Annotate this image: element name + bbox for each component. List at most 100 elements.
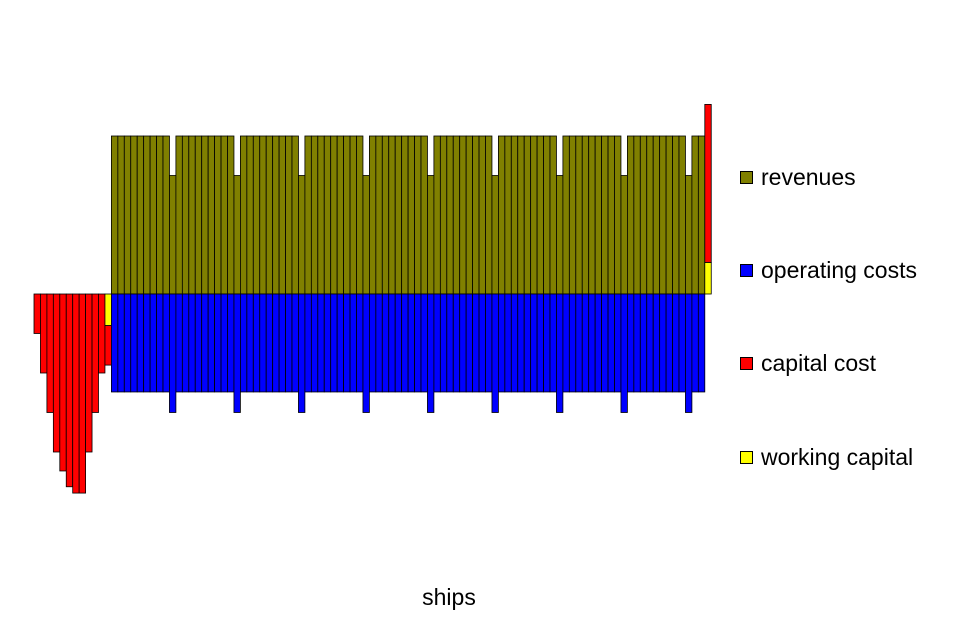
legend-swatch-capital-cost bbox=[740, 356, 753, 370]
bar-operating-costs bbox=[130, 293, 138, 393]
bar-operating-costs bbox=[407, 293, 415, 393]
bar-capital-cost bbox=[72, 293, 80, 494]
bar-operating-costs bbox=[298, 293, 306, 413]
bar-operating-costs bbox=[459, 293, 467, 393]
bar-revenues bbox=[214, 135, 222, 295]
bar-operating-costs bbox=[446, 293, 454, 393]
bar-operating-costs bbox=[201, 293, 209, 393]
bar-revenues bbox=[459, 135, 467, 295]
legend-label-revenues: revenues bbox=[761, 163, 856, 190]
bar-revenues bbox=[497, 135, 506, 295]
bar-operating-costs bbox=[252, 293, 261, 393]
bar-revenues bbox=[111, 135, 119, 295]
bar-operating-costs bbox=[427, 293, 435, 413]
bar-operating-costs bbox=[472, 293, 480, 393]
bar-revenues bbox=[556, 175, 564, 295]
bar-revenues bbox=[227, 135, 235, 295]
bar-operating-costs bbox=[317, 293, 325, 393]
bar-revenues bbox=[175, 135, 183, 295]
bar-revenues bbox=[349, 135, 357, 295]
bar-operating-costs bbox=[652, 293, 661, 393]
bar-operating-costs bbox=[491, 293, 499, 413]
bar-revenues bbox=[181, 135, 190, 295]
bar-revenues bbox=[568, 135, 577, 295]
bar-operating-costs bbox=[510, 293, 519, 393]
bar-operating-costs bbox=[220, 293, 228, 393]
bar-operating-costs bbox=[697, 293, 706, 393]
bar-revenues bbox=[169, 175, 177, 295]
bar-revenues bbox=[607, 135, 615, 295]
bar-operating-costs bbox=[691, 293, 699, 393]
bar-operating-costs bbox=[381, 293, 390, 393]
bar-revenues bbox=[646, 135, 654, 295]
bar-revenues bbox=[278, 135, 286, 295]
bar-operating-costs bbox=[659, 293, 667, 393]
bar-capital-cost bbox=[65, 293, 74, 488]
bar-revenues bbox=[156, 135, 164, 295]
bar-revenues bbox=[627, 135, 635, 295]
legend-swatch-working-capital bbox=[740, 450, 753, 464]
bar-operating-costs bbox=[665, 293, 673, 393]
bar-operating-costs bbox=[594, 293, 603, 393]
bar-revenues bbox=[375, 135, 383, 295]
bar-operating-costs bbox=[304, 293, 312, 393]
bar-operating-costs bbox=[414, 293, 422, 393]
legend-swatch-operating-costs bbox=[740, 263, 753, 277]
bar-capital-cost bbox=[704, 104, 712, 263]
bar-operating-costs bbox=[388, 293, 396, 393]
bar-revenues bbox=[672, 135, 680, 295]
bar-revenues bbox=[362, 175, 370, 295]
bar-operating-costs bbox=[310, 293, 319, 393]
bar-operating-costs bbox=[175, 293, 183, 393]
bar-revenues bbox=[162, 135, 170, 295]
legend-item-operating-costs: operating costs bbox=[740, 256, 917, 284]
bar-revenues bbox=[356, 135, 364, 295]
bar-operating-costs bbox=[497, 293, 506, 393]
bar-revenues bbox=[594, 135, 603, 295]
bar-revenues bbox=[298, 175, 306, 295]
bar-operating-costs bbox=[362, 293, 370, 413]
bar-operating-costs bbox=[523, 293, 532, 393]
bar-capital-cost bbox=[33, 293, 41, 334]
bar-revenues bbox=[536, 135, 544, 295]
bar-operating-costs bbox=[188, 293, 196, 393]
bar-revenues bbox=[517, 135, 525, 295]
bar-capital-cost bbox=[40, 293, 48, 374]
bar-revenues bbox=[272, 135, 280, 295]
bar-revenues bbox=[601, 135, 609, 295]
legend-item-revenues: revenues bbox=[740, 163, 856, 191]
bar-revenues bbox=[233, 175, 241, 295]
bar-operating-costs bbox=[607, 293, 615, 393]
bar-revenues bbox=[130, 135, 138, 295]
bar-working-capital bbox=[104, 293, 112, 327]
bar-operating-costs bbox=[620, 293, 628, 413]
bar-operating-costs bbox=[562, 293, 570, 393]
bar-operating-costs bbox=[588, 293, 596, 393]
bar-operating-costs bbox=[323, 293, 332, 393]
bar-revenues bbox=[575, 135, 583, 295]
bar-revenues bbox=[252, 135, 261, 295]
legend-item-capital-cost: capital cost bbox=[740, 349, 876, 377]
bar-capital-cost bbox=[85, 293, 93, 453]
bar-operating-costs bbox=[627, 293, 635, 393]
bar-revenues bbox=[446, 135, 454, 295]
bar-operating-costs bbox=[646, 293, 654, 393]
bar-revenues bbox=[465, 135, 473, 295]
bar-operating-costs bbox=[149, 293, 157, 393]
bar-operating-costs bbox=[601, 293, 609, 393]
bar-operating-costs bbox=[136, 293, 145, 393]
bar-operating-costs bbox=[156, 293, 164, 393]
bar-operating-costs bbox=[214, 293, 222, 393]
bar-revenues bbox=[343, 135, 351, 295]
bar-revenues bbox=[562, 135, 570, 295]
bar-operating-costs bbox=[433, 293, 441, 393]
bar-operating-costs bbox=[672, 293, 680, 393]
bar-revenues bbox=[414, 135, 422, 295]
legend-item-working-capital: working capital bbox=[740, 443, 913, 471]
legend-label-working-capital: working capital bbox=[761, 443, 914, 470]
bar-operating-costs bbox=[233, 293, 241, 413]
bar-operating-costs bbox=[272, 293, 280, 393]
bar-revenues bbox=[388, 135, 396, 295]
bar-revenues bbox=[265, 135, 274, 295]
